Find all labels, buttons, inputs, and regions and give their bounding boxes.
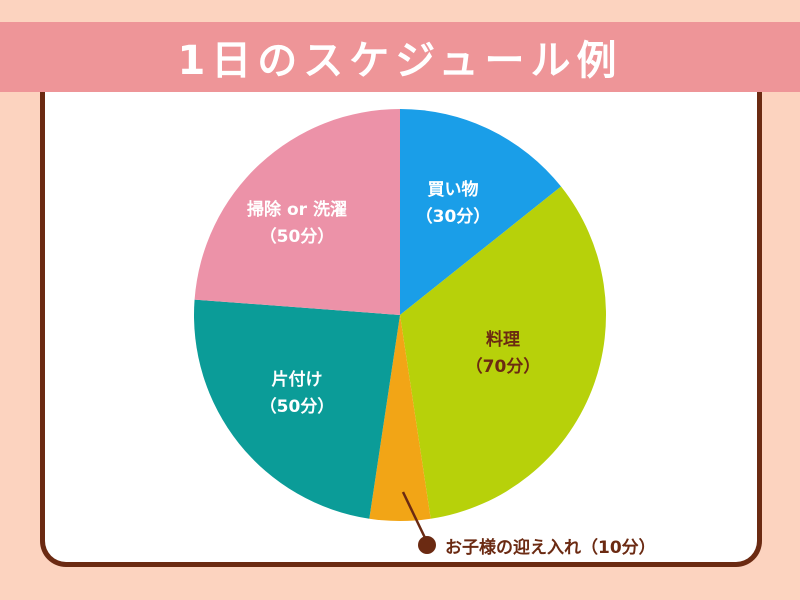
- pie-slice-2: [369, 315, 431, 521]
- slice-value-label: （50分）: [260, 226, 335, 247]
- slice-value-label: （50分）: [260, 396, 335, 417]
- title-banner: [0, 22, 800, 92]
- slice-name-label: 買い物: [428, 179, 479, 200]
- pie-slice-3: [193, 299, 400, 519]
- callout-dot: [418, 536, 436, 554]
- slice-value-label: （30分）: [416, 206, 491, 227]
- pie-slice-1: [400, 186, 607, 519]
- chart-title: 1日のスケジュール例: [177, 38, 623, 84]
- slice-name-label: 片付け: [272, 369, 323, 390]
- slice-name-label: 掃除 or 洗濯: [247, 199, 347, 220]
- slice-value-label: （70分）: [466, 356, 541, 377]
- pie-slice-4: [194, 109, 400, 315]
- slice-name-label: 料理: [486, 329, 520, 350]
- callout-line: [401, 491, 429, 543]
- callout-label: お子様の迎え入れ（10分）: [445, 538, 656, 558]
- pie-slice-0: [400, 109, 562, 315]
